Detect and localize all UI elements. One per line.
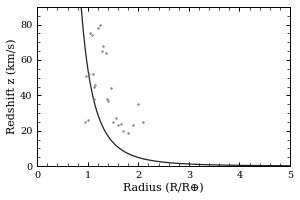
Point (116, 124, 121, 127)
X-axis label: Radius (R/R⊕): Radius (R/R⊕) (123, 183, 204, 193)
Point (106, 99, 110, 102)
Point (95, 27, 100, 30)
Point (126, 131, 131, 134)
Point (83, 120, 88, 123)
Point (91, 73, 95, 76)
Point (89, 34, 94, 37)
Point (93, 83, 98, 86)
Y-axis label: Redshift z (km/s): Redshift z (km/s) (7, 39, 17, 134)
Point (98, 23, 103, 26)
Point (103, 51, 108, 55)
Point (88, 32, 93, 35)
Point (111, 120, 116, 123)
Point (121, 129, 126, 132)
Point (136, 103, 141, 106)
Point (85, 119, 90, 122)
Point (105, 97, 110, 101)
Point (108, 87, 113, 90)
Point (92, 97, 96, 101)
Point (131, 124, 136, 127)
Point (113, 117, 118, 120)
Point (141, 120, 146, 123)
Point (86, 73, 91, 76)
Point (100, 44, 105, 47)
Point (118, 122, 123, 125)
Point (84, 74, 89, 78)
Point (100, 50, 104, 53)
Point (92, 85, 97, 88)
